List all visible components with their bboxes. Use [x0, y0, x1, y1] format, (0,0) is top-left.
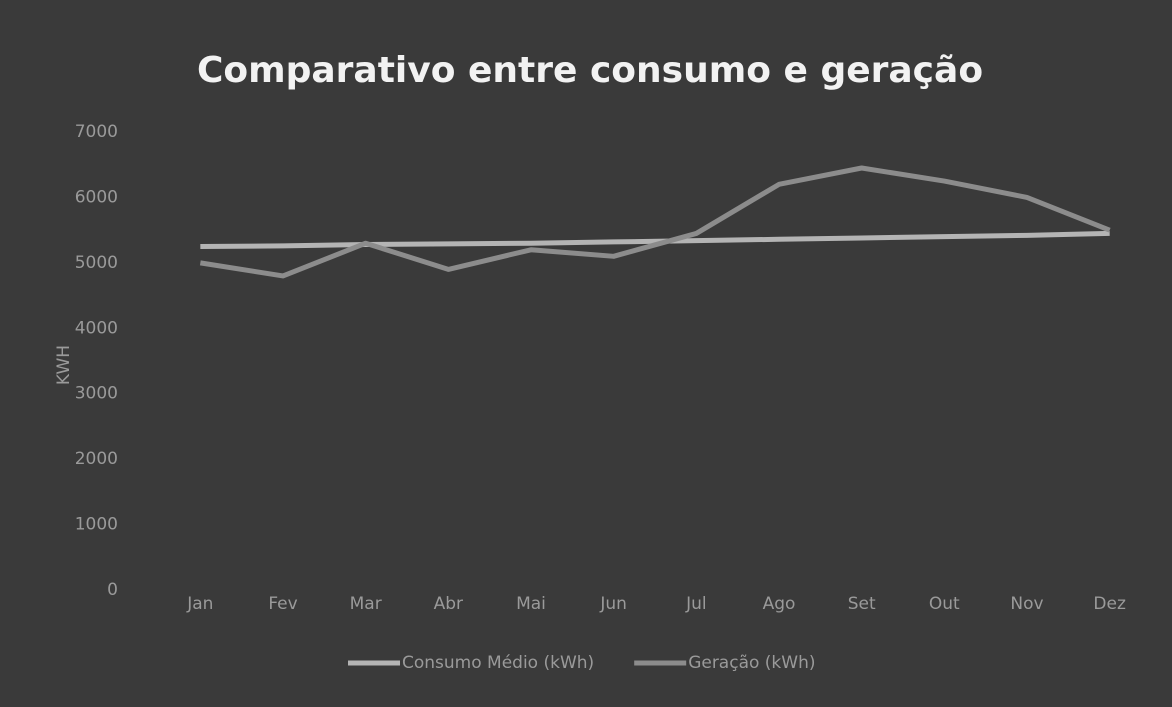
- y-tick-label: 7000: [75, 122, 118, 142]
- legend-label: Consumo Médio (kWh): [402, 653, 594, 673]
- x-tick-label: Jan: [186, 594, 213, 614]
- x-tick-label: Out: [929, 594, 960, 614]
- y-tick-label: 2000: [75, 449, 118, 469]
- y-axis-label: KWH: [54, 345, 74, 385]
- x-tick-label: Ago: [763, 594, 796, 614]
- x-tick-label: Abr: [434, 594, 463, 614]
- legend-label: Geração (kWh): [688, 653, 815, 673]
- x-tick-label: Dez: [1093, 594, 1126, 614]
- x-tick-label: Fev: [268, 594, 297, 614]
- y-tick-label: 6000: [75, 187, 118, 207]
- series-line: [199, 165, 1111, 279]
- y-tick-label: 1000: [75, 515, 118, 535]
- y-tick-label: 3000: [75, 384, 118, 404]
- series-line: [200, 230, 1110, 249]
- x-tick-label: Jun: [599, 594, 627, 614]
- y-tick-label: 4000: [75, 318, 118, 338]
- x-tick-label: Jul: [685, 594, 707, 614]
- chart-title: Comparativo entre consumo e geração: [197, 50, 983, 91]
- x-tick-label: Nov: [1010, 594, 1043, 614]
- x-tick-label: Set: [848, 594, 876, 614]
- x-tick-label: Mar: [350, 594, 382, 614]
- x-tick-label: Mai: [516, 594, 546, 614]
- y-tick-label: 0: [107, 580, 118, 600]
- y-tick-label: 5000: [75, 253, 118, 273]
